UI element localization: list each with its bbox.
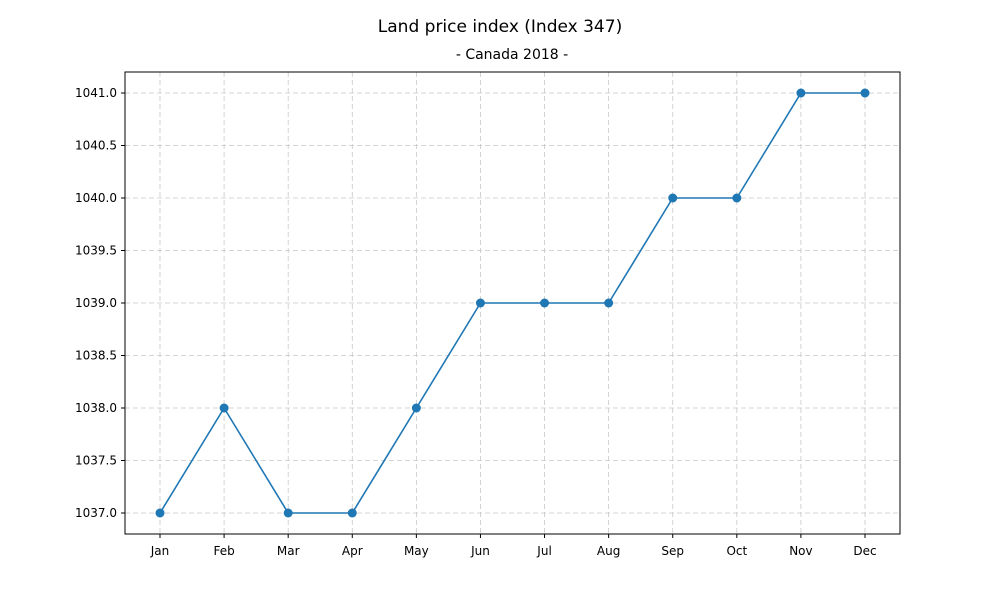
x-tick-label: Jul: [536, 544, 551, 558]
x-tick-label: Nov: [789, 544, 812, 558]
x-tick-label: Aug: [597, 544, 620, 558]
data-point: [860, 88, 870, 98]
chart-title: Land price index (Index 347): [378, 17, 622, 37]
x-tick-label: May: [404, 544, 429, 558]
data-point: [219, 403, 229, 413]
y-tick-label: 1040.0: [75, 191, 117, 205]
data-point: [347, 508, 357, 518]
chart-subtitle: - Canada 2018 -: [456, 47, 568, 63]
x-tick-label: Dec: [853, 544, 876, 558]
data-point: [668, 193, 678, 203]
x-tick-label: Apr: [342, 544, 363, 558]
series-line: [159, 92, 865, 514]
data-point: [283, 508, 293, 518]
series-layer: [155, 88, 870, 518]
y-tick-label: 1041.0: [75, 86, 117, 100]
data-point: [411, 403, 421, 413]
x-tick-label: Feb: [213, 544, 234, 558]
data-point: [732, 193, 742, 203]
data-point: [475, 298, 485, 308]
data-point: [796, 88, 806, 98]
y-tick-label: 1038.0: [75, 401, 117, 415]
x-tick-label: Jun: [470, 544, 490, 558]
y-tick-label: 1037.5: [75, 454, 117, 468]
x-axis: Jan Feb Mar Apr May Jun Jul Aug Sep Oct Nov Dec: [150, 534, 877, 558]
x-tick-label: Mar: [277, 544, 300, 558]
x-tick-label: Jan: [150, 544, 170, 558]
data-point: [540, 298, 550, 308]
y-axis: 1037.0 1037.5 1038.0 1038.5 1039.0 1039.5 1040…: [75, 86, 125, 520]
x-tick-label: Sep: [661, 544, 684, 558]
y-tick-label: 1038.5: [75, 349, 117, 363]
y-tick-label: 1039.5: [75, 244, 117, 258]
y-tick-label: 1039.0: [75, 296, 117, 310]
x-tick-label: Oct: [726, 544, 747, 558]
y-tick-label: 1037.0: [75, 506, 117, 520]
y-tick-label: 1040.5: [75, 139, 117, 153]
data-point: [155, 508, 165, 518]
data-point: [604, 298, 614, 308]
